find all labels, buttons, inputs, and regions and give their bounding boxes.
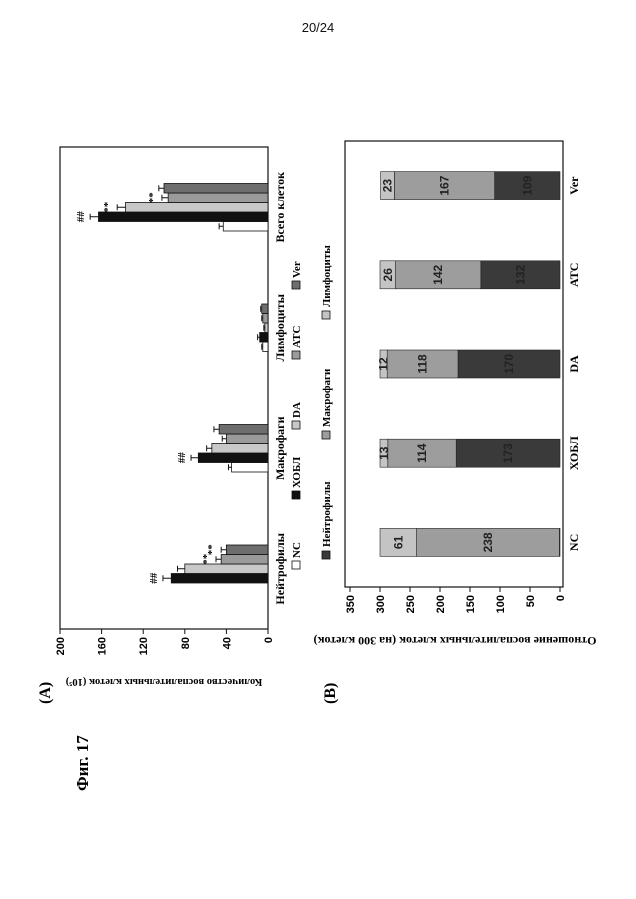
- x-tick-label: Макрофаги: [273, 416, 287, 480]
- y-tick-label: 0: [555, 595, 567, 601]
- panel-a: (A) 0 40 80 120 160 200 Количество воспалительн…: [37, 146, 303, 704]
- bar-DA-1: [211, 443, 269, 454]
- legend-label-ATC: ATC: [291, 326, 303, 348]
- y-tick-label: 80: [180, 637, 192, 649]
- bar-ХОБЛ-0: [170, 573, 269, 584]
- bar-NC-2: [262, 341, 269, 352]
- significance-mark: **: [201, 553, 213, 565]
- bar-DA-2: [264, 322, 269, 333]
- segment-value: 238: [481, 532, 495, 552]
- y-tick-label: 200: [435, 595, 447, 613]
- legend-swatch-DA: [291, 420, 301, 430]
- bar-Ver-1: [218, 424, 269, 435]
- x-tick-label: ХОБЛ: [567, 436, 581, 470]
- segment-value: 114: [415, 443, 429, 463]
- segment-Лимфоциты-2: [379, 349, 388, 379]
- legend-swatch-ХОБЛ: [291, 490, 301, 500]
- y-tick-label: 350: [345, 595, 357, 613]
- legend-label-NC: NC: [291, 542, 303, 558]
- bar-Ver-2: [261, 303, 269, 314]
- segment-value: 118: [416, 354, 430, 374]
- bar-NC-3: [222, 221, 269, 232]
- figure-label: Фиг. 17: [73, 735, 92, 791]
- segment-Лимфоциты-4: [380, 171, 395, 200]
- y-tick-label: 150: [465, 595, 477, 613]
- segment-value: 142: [431, 264, 445, 284]
- segment-value: 12: [377, 357, 391, 371]
- segment-value: 167: [438, 175, 452, 195]
- bar-ХОБЛ-1: [197, 452, 269, 463]
- panel-a-frame: [59, 146, 269, 630]
- x-tick-label: Всего клеток: [273, 172, 287, 243]
- significance-mark: ##: [75, 211, 87, 223]
- significance-mark: **: [147, 192, 159, 204]
- panel-b-frame: [344, 140, 564, 588]
- y-tick-label: 100: [495, 595, 507, 613]
- significance-mark: ##: [148, 572, 160, 584]
- legend-swatch-Макрофаги: [321, 430, 331, 440]
- segment-Лимфоциты-3: [379, 260, 396, 290]
- y-tick-label: 250: [405, 595, 417, 613]
- x-tick-label: NC: [567, 534, 581, 551]
- legend-label-Нейтрофилы: Нейтрофилы: [321, 481, 333, 547]
- segment-Лимфоциты-0: [379, 528, 417, 557]
- segment-value: 109: [520, 175, 534, 195]
- y-tick-label: 120: [138, 637, 150, 655]
- bar-NC-1: [231, 462, 269, 473]
- y-tick-label: 200: [55, 637, 67, 655]
- x-tick-label: Нейтрофилы: [273, 532, 287, 604]
- bar-ATC-2: [262, 313, 269, 324]
- y-tick-label: 300: [375, 595, 387, 613]
- legend-label-Лимфоциты: Лимфоциты: [321, 245, 333, 307]
- y-axis-label: Отношение воспалительных клеток (на 300 …: [314, 634, 597, 648]
- x-tick-label: Ver: [567, 176, 581, 195]
- x-tick-label: Лимфоциты: [273, 293, 287, 361]
- segment-value: 23: [381, 179, 395, 193]
- page-number: 20/24: [301, 20, 335, 35]
- legend-label-ХОБЛ: ХОБЛ: [291, 456, 303, 488]
- significance-mark: **: [206, 544, 218, 556]
- segment-value: 173: [501, 443, 515, 463]
- segment-Лимфоциты-1: [379, 438, 389, 468]
- bar-ATC-3: [167, 192, 269, 203]
- segment-value: 132: [513, 264, 527, 284]
- panel-b-label: (B): [322, 683, 339, 704]
- panel-b: (B) 0 50 100 150 200 250 300 350 Отношение воспал…: [314, 140, 597, 704]
- bar-DA-0: [184, 563, 269, 574]
- y-tick-label: 160: [97, 637, 109, 655]
- segment-value: 13: [377, 446, 391, 460]
- bar-Ver-0: [225, 544, 269, 555]
- significance-mark: **: [102, 201, 114, 213]
- bar-Ver-3: [163, 183, 269, 194]
- y-tick-label: 40: [221, 637, 233, 649]
- legend-label-DA: DA: [291, 402, 303, 418]
- x-tick-label: ATC: [567, 263, 581, 287]
- y-axis-label: Количество воспалительных клеток (10⁵): [65, 676, 262, 687]
- legend-swatch-Нейтрофилы: [321, 550, 331, 560]
- legend-swatch-Ver: [291, 280, 301, 290]
- y-tick-label: 50: [525, 595, 537, 607]
- legend-swatch-ATC: [291, 350, 301, 360]
- segment-value: 170: [502, 354, 516, 374]
- legend-swatch-Лимфоциты: [321, 310, 331, 320]
- panel-a-label: (A): [37, 682, 54, 704]
- segment-value: 61: [391, 535, 405, 549]
- bar-ATC-0: [220, 554, 269, 565]
- bar-ATC-1: [225, 433, 269, 444]
- bar-ХОБЛ-2: [259, 332, 269, 343]
- y-tick-label: 0: [263, 637, 275, 643]
- significance-mark: ##: [176, 452, 188, 464]
- legend-swatch-NC: [291, 560, 301, 570]
- bar-ХОБЛ-3: [98, 211, 269, 222]
- segment-value: 26: [381, 268, 395, 282]
- legend-label-Макрофаги: Макрофаги: [321, 368, 333, 427]
- legend-label-Ver: Ver: [291, 261, 303, 278]
- x-tick-label: DA: [567, 355, 581, 373]
